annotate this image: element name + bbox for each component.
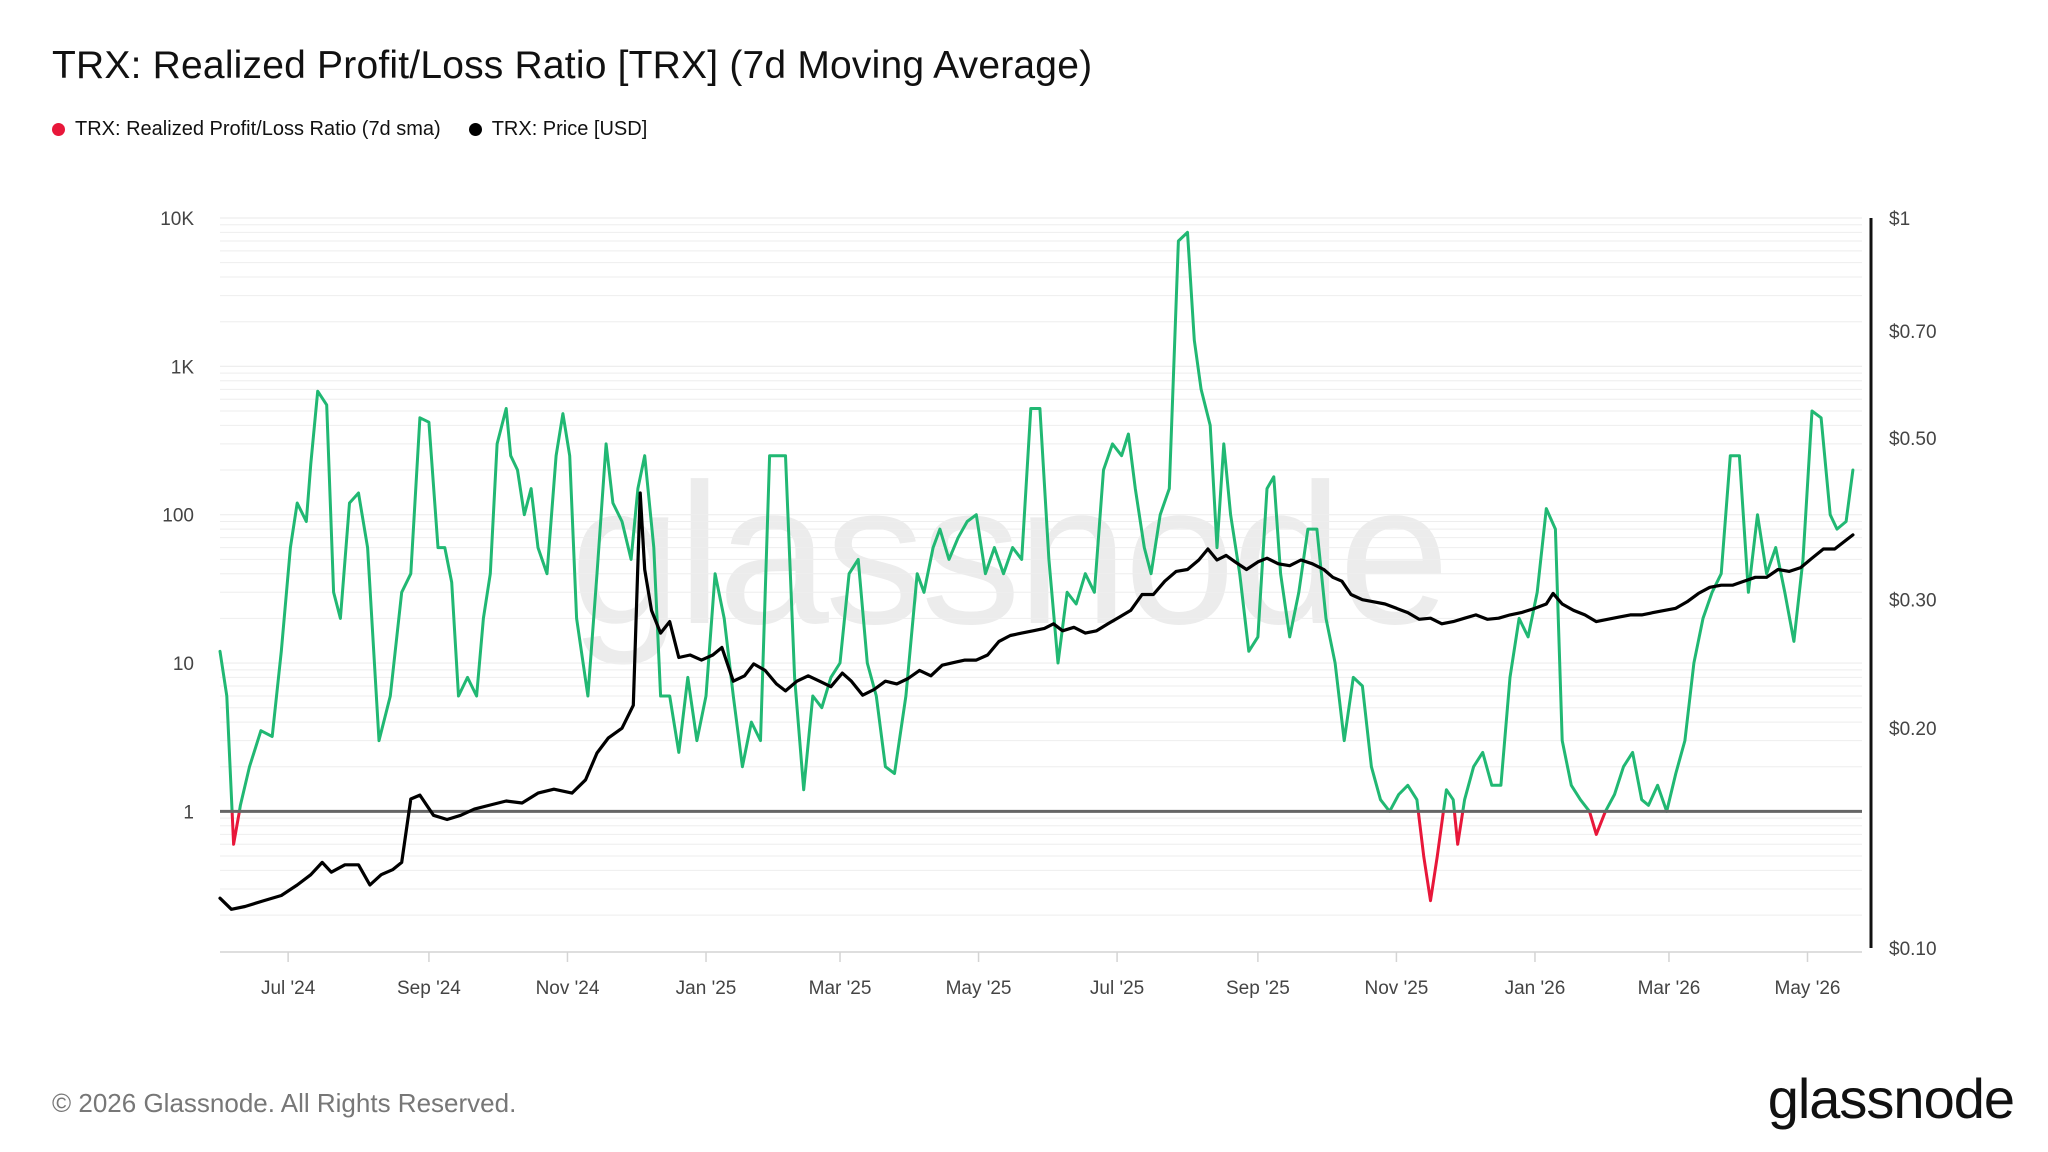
- y-right-tick-label: $0.30: [1889, 591, 1937, 612]
- legend-label-price: TRX: Price [USD]: [491, 118, 648, 140]
- x-tick-label: May '26: [1775, 978, 1841, 999]
- x-tick-label: May '25: [946, 978, 1012, 999]
- legend-item-ratio[interactable]: TRX: Realized Profit/Loss Ratio (7d sma): [52, 118, 441, 141]
- brand-logo: glassnode: [1767, 1067, 2015, 1130]
- x-tick-label: Nov '25: [1365, 978, 1429, 999]
- ratio-line-segment-loss: [230, 809, 241, 846]
- x-tick-label: Jul '24: [261, 978, 316, 999]
- chart-title: TRX: Realized Profit/Loss Ratio [TRX] (7…: [52, 44, 1093, 87]
- y-right-tick-label: $0.20: [1889, 719, 1937, 740]
- x-tick-label: Sep '25: [1226, 978, 1290, 999]
- price-series-layer: [218, 491, 1855, 911]
- copyright-text: © 2026 Glassnode. All Rights Reserved.: [52, 1088, 517, 1118]
- legend-item-price[interactable]: TRX: Price [USD]: [468, 118, 648, 141]
- ratio-line-segment-profit: [1603, 409, 1855, 813]
- x-tick-label: Sep '24: [397, 978, 461, 999]
- y-right-tick-label: $1: [1889, 209, 1910, 230]
- y-left-tick-label: 1: [183, 802, 194, 823]
- y-left-tick-label: 100: [162, 506, 194, 527]
- legend: TRX: Realized Profit/Loss Ratio (7d sma)…: [52, 118, 647, 141]
- ratio-line-segment-loss: [1588, 809, 1607, 836]
- x-tick-label: Jan '25: [676, 978, 737, 999]
- ratio-line-segment-loss: [1452, 809, 1465, 846]
- price-line: [218, 491, 1855, 911]
- axis-layer: 1 10 100 1K 10K $1 $0.70 $0.50 $0.30 $0.20 $0.10 Ju…: [160, 209, 1936, 999]
- x-tick-label: Jan '26: [1505, 978, 1566, 999]
- y-left-tick-label: 1K: [171, 357, 195, 378]
- y-right-tick-label: $0.50: [1889, 429, 1937, 450]
- legend-dot-price: [468, 123, 482, 136]
- x-tick-label: Mar '25: [809, 978, 872, 999]
- ratio-line-segment-profit: [237, 230, 1420, 813]
- ratio-line-segment-profit: [1461, 507, 1591, 813]
- legend-dot-ratio: [52, 123, 65, 136]
- ratio-line-segment-profit: [1441, 788, 1456, 813]
- ratio-line-segment-loss: [1416, 809, 1445, 903]
- legend-label-ratio: TRX: Realized Profit/Loss Ratio (7d sma): [75, 118, 441, 140]
- y-right-tick-label: $0.10: [1889, 939, 1937, 960]
- y-left-tick-label: 10K: [160, 209, 194, 230]
- x-tick-label: Jul '25: [1090, 978, 1144, 999]
- x-tick-label: Mar '26: [1638, 978, 1701, 999]
- ratio-line-segment-profit: [218, 649, 234, 813]
- x-tick-label: Nov '24: [536, 978, 600, 999]
- y-right-tick-label: $0.70: [1889, 322, 1937, 343]
- ratio-series-layer: [218, 230, 1855, 903]
- y-left-tick-label: 10: [173, 654, 194, 675]
